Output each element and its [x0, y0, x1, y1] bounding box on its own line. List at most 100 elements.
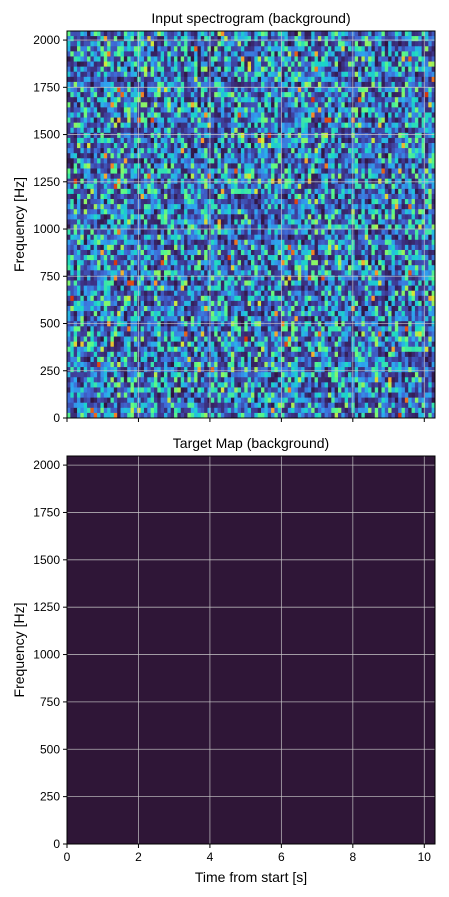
heatmap-cell — [190, 143, 195, 149]
heatmap-cell — [424, 81, 429, 88]
heatmap-cell — [110, 56, 115, 62]
heatmap-cell — [107, 102, 111, 108]
heatmap-cell — [207, 234, 212, 241]
heatmap-cell — [317, 102, 322, 108]
heatmap-cell — [251, 255, 255, 261]
heatmap-cell — [401, 244, 406, 251]
heatmap-cell — [230, 153, 235, 159]
heatmap-cell — [237, 229, 242, 236]
heatmap-cell — [100, 153, 105, 159]
heatmap-cell — [127, 244, 131, 251]
heatmap-cell — [77, 188, 81, 195]
heatmap-cell — [187, 87, 192, 93]
heatmap-cell — [251, 229, 255, 236]
heatmap-cell — [117, 163, 121, 169]
heatmap-cell — [364, 31, 369, 37]
heatmap-cell — [217, 66, 222, 73]
heatmap-cell — [73, 214, 78, 220]
heatmap-cell — [388, 229, 392, 236]
heatmap-cell — [388, 244, 392, 251]
heatmap-cell — [281, 92, 285, 98]
heatmap-cell — [77, 87, 81, 93]
heatmap-cell — [271, 173, 275, 180]
heatmap-cell — [264, 183, 269, 190]
heatmap-cell — [401, 158, 406, 164]
heatmap-cell — [307, 204, 312, 210]
heatmap-cell — [247, 112, 252, 118]
heatmap-cell — [251, 204, 255, 210]
heatmap-cell — [378, 41, 382, 47]
heatmap-cell — [164, 46, 168, 52]
heatmap-cell — [127, 107, 131, 113]
heatmap-cell — [261, 41, 265, 47]
heatmap-cell — [180, 41, 185, 47]
heatmap-cell — [80, 214, 85, 220]
heatmap-cell — [110, 143, 115, 149]
heatmap-cell — [220, 112, 225, 118]
heatmap-cell — [381, 102, 386, 108]
heatmap-cell — [214, 36, 218, 42]
heatmap-cell — [184, 87, 188, 93]
heatmap-cell — [424, 199, 429, 205]
heatmap-cell — [348, 239, 352, 246]
heatmap-cell — [251, 168, 255, 174]
heatmap-cell — [180, 31, 185, 37]
heatmap-cell — [237, 209, 242, 215]
heatmap-cell — [110, 107, 115, 113]
heatmap-cell — [368, 112, 372, 118]
heatmap-cell — [337, 71, 342, 78]
heatmap-cell — [107, 219, 111, 225]
heatmap-cell — [194, 173, 198, 180]
heatmap-cell — [244, 153, 249, 159]
heatmap-cell — [371, 193, 376, 200]
heatmap-cell — [184, 255, 188, 261]
heatmap-cell — [197, 234, 202, 241]
heatmap-cell — [240, 71, 245, 78]
heatmap-cell — [93, 193, 98, 200]
heatmap-cell — [80, 249, 85, 256]
heatmap-cell — [220, 199, 225, 205]
heatmap-cell — [73, 239, 78, 246]
heatmap-cell — [113, 97, 118, 103]
heatmap-cell — [284, 76, 289, 83]
heatmap-cell — [368, 239, 372, 246]
heatmap-cell — [123, 143, 128, 149]
heatmap-cell — [217, 224, 222, 230]
heatmap-cell — [214, 92, 218, 98]
heatmap-cell — [150, 199, 155, 205]
heatmap-cell — [431, 163, 436, 169]
heatmap-cell — [200, 239, 205, 246]
heatmap-cell — [364, 219, 369, 225]
heatmap-cell — [73, 168, 78, 174]
heatmap-cell — [103, 163, 108, 169]
heatmap-cell — [80, 92, 85, 98]
heatmap-cell — [87, 239, 91, 246]
heatmap-cell — [374, 87, 379, 93]
heatmap-cell — [227, 158, 232, 164]
heatmap-cell — [381, 148, 386, 154]
heatmap-cell — [404, 61, 409, 68]
heatmap-cell — [327, 122, 332, 129]
heatmap-cell — [274, 148, 279, 154]
heatmap-cell — [120, 56, 125, 62]
heatmap-cell — [324, 244, 329, 251]
heatmap-cell — [384, 127, 389, 134]
heatmap-cell — [160, 112, 165, 118]
heatmap-cell — [77, 81, 81, 88]
heatmap-cell — [361, 193, 366, 200]
heatmap-cell — [431, 244, 436, 251]
heatmap-cell — [127, 137, 131, 144]
heatmap-cell — [103, 260, 108, 266]
heatmap-cell — [127, 76, 131, 83]
heatmap-cell — [194, 193, 198, 200]
heatmap-cell — [194, 66, 198, 73]
heatmap-cell — [217, 117, 222, 124]
heatmap-cell — [174, 188, 178, 195]
heatmap-cell — [184, 122, 188, 129]
heatmap-cell — [93, 163, 98, 169]
heatmap-cell — [170, 249, 175, 256]
heatmap-cell — [107, 244, 111, 251]
heatmap-cell — [284, 81, 289, 88]
heatmap-cell — [354, 51, 359, 57]
heatmap-cell — [358, 61, 362, 68]
